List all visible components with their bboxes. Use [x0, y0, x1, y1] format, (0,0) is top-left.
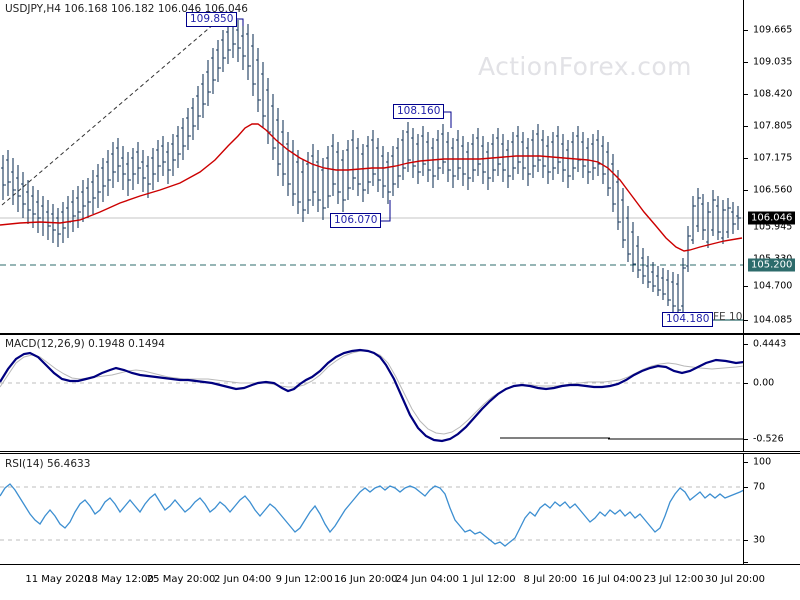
rsi-line — [0, 483, 743, 547]
macd-tick: 0.4443 — [753, 338, 787, 350]
price-panel-header: USDJPY,H4 106.168 106.182 106.046 106.04… — [5, 3, 248, 15]
ohlc-bars — [1, 16, 741, 318]
macd-plot-area[interactable] — [0, 335, 744, 451]
rsi-panel: RSI(14) 56.4633 100 70 30 — [0, 453, 800, 565]
time-axis-labels: 11 May 2020 18 May 12:00 25 May 20:00 2 … — [0, 565, 800, 600]
time-label: 8 Jul 20:00 — [523, 574, 578, 585]
ascending-trendline — [1, 11, 229, 206]
macd-chart-svg — [0, 348, 743, 443]
macd-panel: MACD(12,26,9) 0.1948 0.1494 0.4443 0.00 … — [0, 334, 800, 452]
rsi-chart-svg — [0, 483, 743, 547]
macd-tick: 0.00 — [753, 377, 775, 389]
support-label[interactable]: 106.070 — [330, 213, 382, 228]
resistance-label[interactable]: 108.160 — [393, 104, 445, 119]
price-tick: 109.035 — [753, 56, 793, 68]
swing-low-label[interactable]: 104.180 — [662, 312, 714, 327]
time-label: 16 Jul 04:00 — [581, 574, 642, 585]
price-tick: 109.665 — [753, 24, 793, 36]
swing-high-label[interactable]: 109.850 — [186, 12, 238, 27]
time-label: 2 Jun 04:00 — [214, 574, 272, 585]
moving-average-line — [0, 123, 743, 252]
rsi-tick: 70 — [753, 481, 766, 493]
time-label: 23 Jul 12:00 — [643, 574, 704, 585]
price-chart-svg — [0, 11, 743, 321]
time-label: 30 Jul 20:00 — [705, 574, 765, 585]
watermark: ActionForex.com — [478, 52, 692, 81]
time-label: 24 Jun 04:00 — [395, 574, 460, 585]
time-axis: 11 May 2020 18 May 12:00 25 May 20:00 2 … — [0, 565, 800, 600]
macd-tick: -0.526 — [753, 433, 784, 445]
current-price-chip: 106.046 — [748, 211, 796, 225]
price-tick: 107.175 — [753, 152, 793, 164]
price-tick: 105.945 — [753, 221, 793, 233]
price-axis: 109.665 109.035 108.420 107.805 107.175 … — [744, 0, 800, 333]
time-label: 25 May 20:00 — [146, 574, 216, 585]
price-tick: 106.560 — [753, 184, 793, 196]
fibonacci-extension-label: FE 100.0 — [713, 311, 743, 323]
price-tick: 104.700 — [753, 280, 793, 292]
price-panel: 109.850 108.160 106.070 104.180 FE 100.0… — [0, 0, 800, 334]
macd-axis: 0.4443 0.00 -0.526 — [744, 335, 800, 451]
time-label: 16 Jun 20:00 — [333, 574, 398, 585]
price-tick: 108.420 — [753, 88, 793, 100]
time-label: 18 May 12:00 — [85, 574, 154, 585]
time-label: 9 Jun 12:00 — [275, 574, 333, 585]
rsi-axis: 100 70 30 — [744, 454, 800, 564]
rsi-tick: 30 — [753, 534, 766, 546]
rsi-tick: 100 — [753, 456, 772, 468]
macd-panel-header: MACD(12,26,9) 0.1948 0.1494 — [5, 338, 165, 350]
macd-signal-line — [0, 350, 743, 435]
time-label: 1 Jul 12:00 — [462, 574, 516, 585]
price-tick: 107.805 — [753, 120, 793, 132]
macd-line — [0, 348, 743, 443]
rsi-panel-header: RSI(14) 56.4633 — [5, 458, 91, 470]
time-label: 11 May 2020 — [25, 574, 91, 585]
price-tick: 104.085 — [753, 314, 793, 326]
rsi-plot-area[interactable] — [0, 454, 744, 564]
level-price-chip: 105.200 — [748, 258, 796, 272]
price-plot-area[interactable]: 109.850 108.160 106.070 104.180 FE 100.0… — [0, 0, 744, 333]
